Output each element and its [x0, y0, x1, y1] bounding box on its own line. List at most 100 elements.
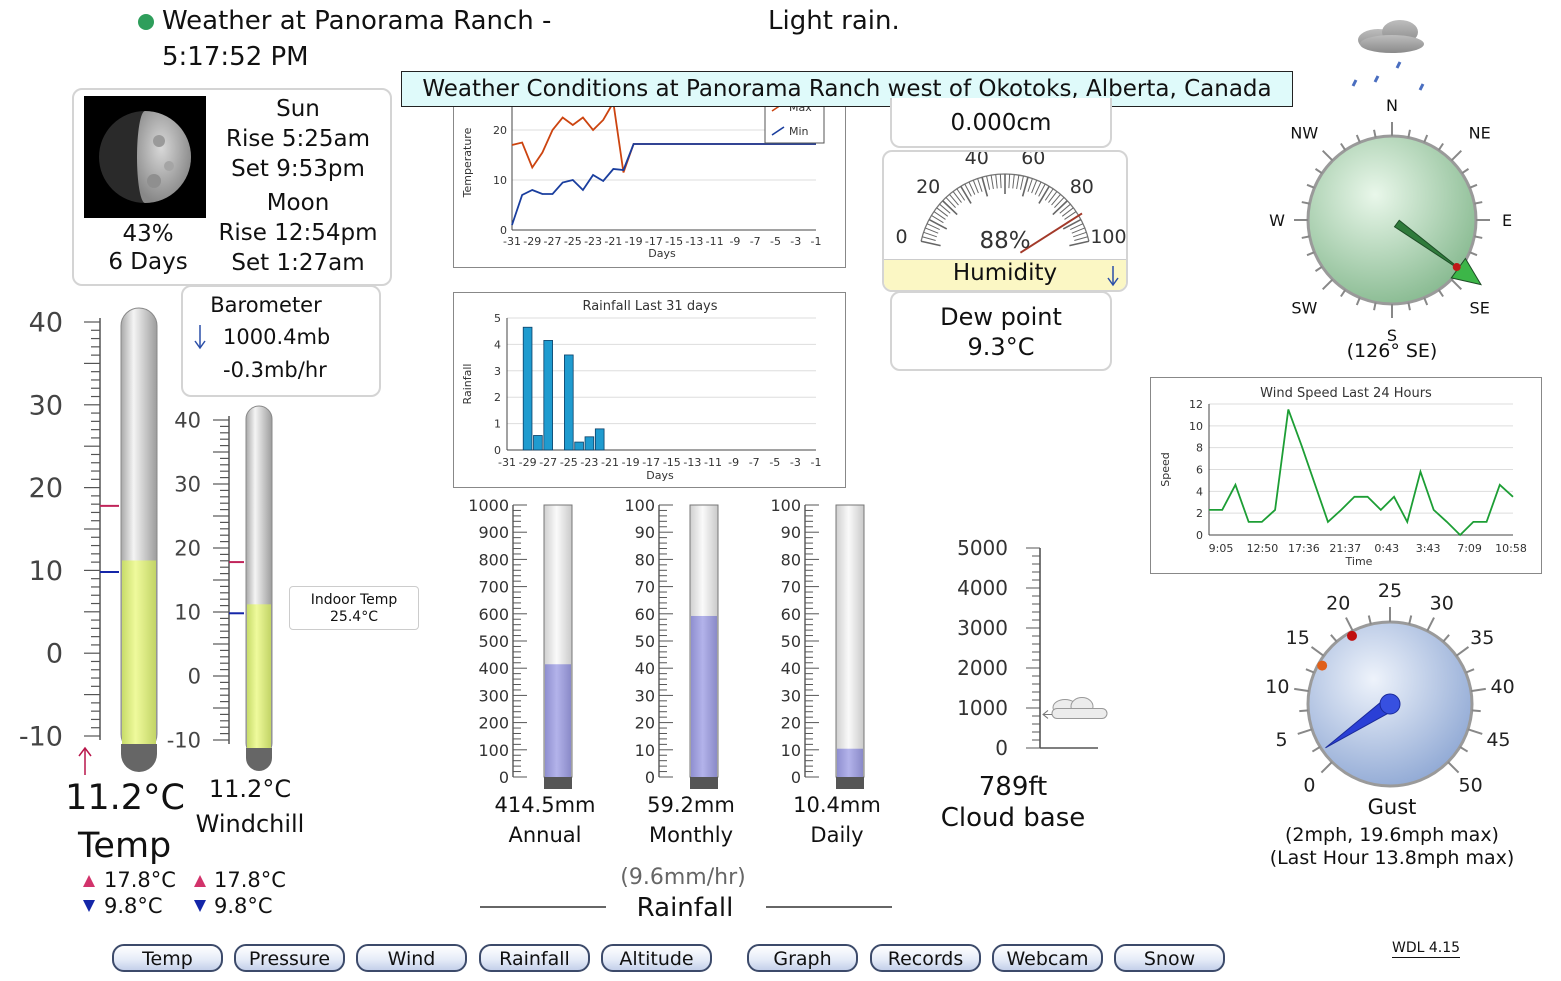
x-tick-label: -21 — [601, 456, 619, 469]
x-tick-label: -17 — [642, 456, 660, 469]
rain-monthly-label: Monthly — [648, 823, 734, 847]
temperature-low: 9.8°C — [104, 894, 163, 918]
y-tick-label: 2 — [1196, 507, 1203, 520]
nav-button-wind[interactable]: Wind — [356, 944, 467, 972]
compass-tick — [1461, 168, 1470, 175]
wind-max-marker — [1452, 263, 1461, 272]
nav-button-pressure[interactable]: Pressure — [234, 944, 345, 972]
thermometer-tick-label: -10 — [19, 721, 63, 752]
x-tick-label: 7:09 — [1457, 542, 1482, 555]
windchill-low: 9.8°C — [214, 894, 273, 918]
rain-gauge-base-annual — [544, 777, 572, 789]
compass-tick — [1301, 201, 1310, 205]
y-tick-label: 4 — [1196, 485, 1203, 498]
x-tick-label: -3 — [790, 235, 801, 248]
humidity-tick — [999, 174, 1002, 189]
nav-button-altitude[interactable]: Altitude — [601, 944, 712, 972]
weather-condition: Light rain. — [768, 6, 900, 36]
rain-gauge-fill-daily — [837, 748, 863, 777]
humidity-tick — [1021, 176, 1029, 197]
compass-tick — [1469, 251, 1478, 257]
gust-tick — [1330, 634, 1338, 643]
x-tick-label: -25 — [564, 235, 582, 248]
rain-bar — [543, 340, 553, 451]
gust-tick — [1455, 646, 1470, 657]
y-tick-label: 10 — [493, 174, 507, 187]
nav-button-webcam[interactable]: Webcam — [992, 944, 1103, 972]
gust-tick — [1367, 615, 1372, 625]
x-tick-label: 17:36 — [1288, 542, 1320, 555]
thermometer-bulb — [246, 748, 272, 771]
x-tick-label: -29 — [519, 456, 537, 469]
y-tick-label: 0 — [1196, 529, 1203, 542]
thermometer-tick-label: 20 — [174, 536, 201, 560]
cloud-base-tick-label: 2000 — [957, 656, 1008, 680]
nav-button-snow[interactable]: Snow — [1114, 944, 1225, 972]
rain-gauge-tick-label: 0 — [499, 768, 509, 787]
humidity-tick — [977, 178, 983, 192]
humidity-tick — [990, 175, 994, 190]
x-tick-label: -15 — [665, 235, 683, 248]
humidity-tick — [945, 197, 956, 208]
thermometer-tick-label: 40 — [174, 408, 201, 432]
moon-illumination: 43% — [122, 221, 174, 247]
compass-tick — [1306, 251, 1315, 257]
humidity-tick — [1059, 203, 1071, 214]
rain-gauge-tick-label: 40 — [635, 659, 655, 678]
gust-tick — [1470, 687, 1486, 693]
gust-tick-label: 5 — [1276, 729, 1288, 751]
rain-bar — [574, 441, 584, 451]
rain-gauge-tick-label: 400 — [478, 659, 509, 678]
humidity-tick — [1071, 227, 1085, 234]
barometer-value: 1000.4mb — [223, 325, 331, 349]
legend-min-label: Min — [789, 125, 809, 138]
gust-tick — [1345, 617, 1354, 632]
compass-tick — [1407, 129, 1411, 138]
humidity-panel: 0 20 40 60 80 100 88% Humidity — [882, 150, 1128, 292]
rain-bar — [533, 435, 543, 451]
rain-total-panel: 0.000cm — [890, 98, 1112, 148]
small-cloud-icon — [1051, 696, 1108, 719]
page-title: Weather at Panorama Ranch - — [162, 6, 552, 36]
gust-max-today-marker — [1346, 630, 1357, 641]
humidity-tick — [925, 227, 939, 234]
nav-button-temp[interactable]: Temp — [112, 944, 223, 972]
nav-button-rainfall[interactable]: Rainfall — [479, 944, 590, 972]
x-tick-label: -9 — [728, 456, 739, 469]
gust-tick — [1465, 668, 1475, 674]
x-tick-label: -7 — [750, 235, 761, 248]
humidity-tick — [920, 240, 941, 247]
rain-cloud-icon — [1351, 20, 1425, 91]
version-link[interactable]: WDL 4.15 — [1392, 940, 1461, 958]
legend-min-swatch — [771, 126, 785, 136]
compass-tick — [1355, 134, 1361, 143]
humidity-gauge: 0 20 40 60 80 100 88% — [896, 152, 1126, 254]
x-tick-label: 3:43 — [1416, 542, 1441, 555]
x-tick-label: -27 — [544, 235, 562, 248]
wind-speed-line — [1209, 409, 1514, 537]
x-tick-label: -23 — [584, 235, 602, 248]
compass-tick — [1450, 278, 1463, 291]
rainfall-divider-right — [766, 906, 892, 908]
humidity-tick — [936, 207, 949, 217]
rain-gauge-fill-monthly — [691, 615, 717, 777]
x-tick-label: -7 — [749, 456, 760, 469]
nav-button-graph[interactable]: Graph — [747, 944, 858, 972]
compass-tick — [1469, 183, 1478, 189]
compass-tick — [1423, 134, 1429, 143]
gust-tick — [1459, 745, 1469, 753]
humidity-tick — [923, 231, 937, 238]
thermometer-tick-label: -10 — [167, 728, 201, 752]
gust-max-hour-marker — [1317, 660, 1328, 671]
humidity-value: 88% — [979, 228, 1030, 254]
temperature-thermometer: 40 30 20 10 0 -10 — [19, 307, 158, 775]
compass-label-se: SE — [1470, 299, 1490, 318]
x-tick-label: 9:05 — [1209, 542, 1234, 555]
high-triangle-icon — [194, 875, 206, 887]
low-triangle-icon — [194, 900, 206, 912]
compass-tick — [1321, 278, 1334, 291]
rain-gauge-tick-label: 10 — [781, 741, 801, 760]
current-time: 5:17:52 PM — [162, 42, 309, 72]
nav-button-records[interactable]: Records — [870, 944, 981, 972]
compass-tick — [1437, 289, 1444, 298]
